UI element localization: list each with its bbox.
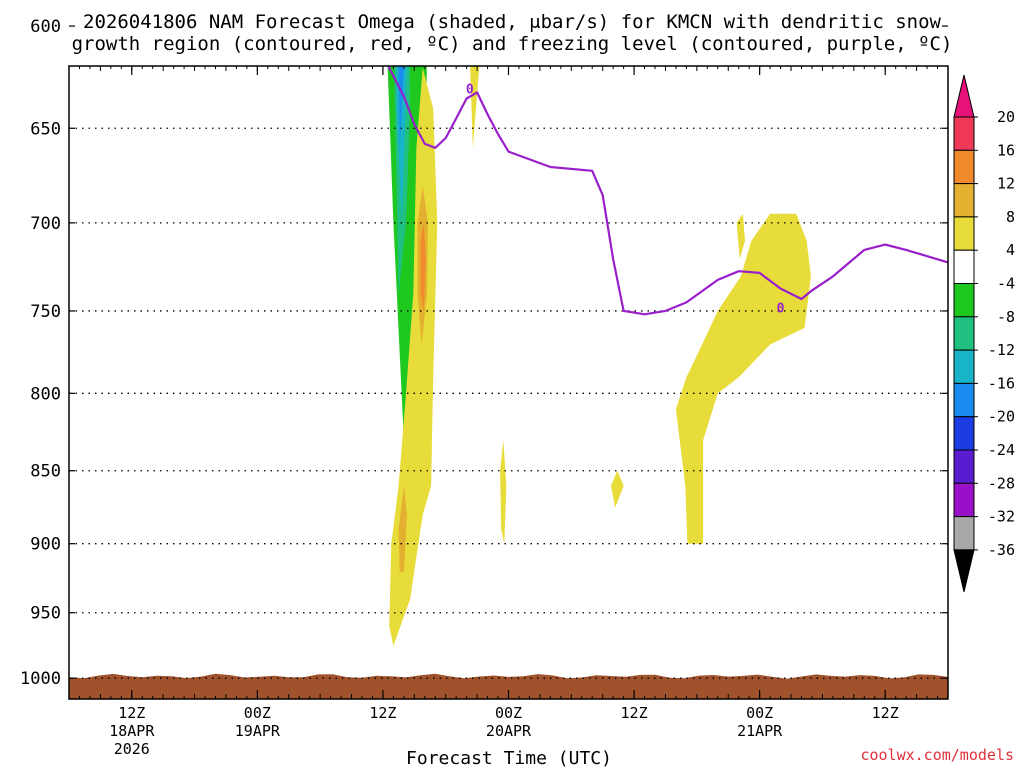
plot-area: -18-18-18-12-12-12000 bbox=[69, 0, 948, 699]
colorbar-label-1: 16 bbox=[997, 141, 1015, 159]
colorbar-label-8: -16 bbox=[988, 374, 1015, 392]
contour-label-0-0: 0 bbox=[253, 45, 261, 60]
colorbar-swatch-5 bbox=[953, 283, 975, 318]
y-tick-label-750: 750 bbox=[30, 302, 61, 322]
omega-area-neg16 bbox=[398, 66, 404, 148]
contour-label-0-1: 0 bbox=[466, 82, 474, 97]
x-tick-label-18: 00Z bbox=[244, 704, 271, 722]
y-tick-label-900: 900 bbox=[30, 535, 61, 555]
x-axis-title: Forecast Time (UTC) bbox=[406, 748, 612, 768]
y-axis: 2503003504004505005506006507007508008509… bbox=[20, 17, 948, 689]
x-date-label-18: 19APR bbox=[235, 722, 281, 740]
y-tick-label-1000: 1000 bbox=[20, 669, 61, 689]
omega-area-12 bbox=[420, 222, 426, 311]
colorbar-label-0: 20 bbox=[997, 108, 1015, 126]
contour-label-0-2: 0 bbox=[777, 302, 785, 317]
x-date-label-6: 18APR bbox=[109, 722, 155, 740]
colorbar-swatch-3 bbox=[953, 216, 975, 251]
x-date-label-42: 20APR bbox=[486, 722, 532, 740]
omega-area-neg20 bbox=[400, 0, 404, 47]
y-tick-label-950: 950 bbox=[30, 604, 61, 624]
omega-area-8 bbox=[398, 485, 407, 572]
colorbar-swatch-9 bbox=[953, 416, 975, 451]
terrain-band bbox=[69, 673, 948, 699]
omega-area-neg4 bbox=[333, 0, 337, 26]
omega-area-4 bbox=[470, 66, 480, 148]
colorbar-swatch-7 bbox=[953, 349, 975, 384]
omega-area-4 bbox=[736, 213, 745, 259]
y-tick-label-600: 600 bbox=[30, 17, 61, 37]
colorbar-bottom-arrow bbox=[953, 549, 975, 593]
source-credit: coolwx.com/models bbox=[860, 746, 1014, 764]
plot-border bbox=[68, 65, 949, 700]
omega-shading bbox=[333, 0, 811, 646]
grid-lines bbox=[69, 127, 948, 679]
chart-title-line1: 2026041806 NAM Forecast Omega (shaded, μ… bbox=[83, 11, 941, 33]
colorbar-swatch-12 bbox=[953, 516, 975, 551]
colorbar-swatch-1 bbox=[953, 149, 975, 185]
omega-area-4 bbox=[675, 213, 811, 544]
colorbar-label-9: -20 bbox=[988, 408, 1015, 426]
colorbar-swatch-2 bbox=[953, 183, 975, 218]
colorbar-label-12: -32 bbox=[988, 508, 1015, 526]
x-tick-label-78: 12Z bbox=[872, 704, 899, 722]
colorbar-top-arrow bbox=[953, 74, 975, 118]
x-tick-label-54: 12Z bbox=[621, 704, 648, 722]
colorbar-swatch-0 bbox=[953, 116, 975, 151]
colorbar-label-10: -24 bbox=[988, 441, 1015, 459]
x-tick-label-66: 00Z bbox=[746, 704, 773, 722]
omega-area-4 bbox=[611, 470, 624, 508]
y-tick-label-650: 650 bbox=[30, 119, 61, 139]
colorbar-swatch-8 bbox=[953, 382, 975, 418]
chart-title-line2: growth region (contoured, red, ºC) and f… bbox=[71, 33, 953, 55]
x-year-label-6: 2026 bbox=[114, 740, 150, 758]
colorbar-label-2: 12 bbox=[997, 175, 1015, 193]
y-tick-label-850: 850 bbox=[30, 462, 61, 482]
omega-area-8 bbox=[473, 0, 479, 47]
x-date-label-66: 21APR bbox=[737, 722, 783, 740]
colorbar-label-11: -28 bbox=[988, 474, 1015, 492]
y-tick-label-800: 800 bbox=[30, 384, 61, 404]
colorbar-label-5: -4 bbox=[997, 275, 1015, 293]
colorbar-swatch-6 bbox=[953, 316, 975, 351]
colorbar-label-4: 4 bbox=[1006, 241, 1015, 259]
x-tick-label-42: 00Z bbox=[495, 704, 522, 722]
contour-line-0 bbox=[387, 66, 948, 316]
colorbar-label-3: 8 bbox=[1006, 208, 1015, 226]
omega-area-neg12 bbox=[396, 66, 408, 223]
colorbar-swatch-11 bbox=[953, 482, 975, 518]
contours: -18-18-18-12-12-12000 bbox=[253, 45, 948, 317]
colorbar-swatch-10 bbox=[953, 449, 975, 484]
omega-area-4 bbox=[500, 440, 507, 544]
x-tick-label-30: 12Z bbox=[369, 704, 396, 722]
colorbar-label-7: -12 bbox=[988, 341, 1015, 359]
x-tick-label-6: 12Z bbox=[118, 704, 145, 722]
colorbar-swatch-4 bbox=[953, 249, 975, 284]
colorbar: 20 16 12 8 4 -4 -8 -12 -16 -20 -24 -28 -32 -36 bbox=[953, 74, 1015, 593]
colorbar-label-6: -8 bbox=[997, 308, 1015, 326]
y-tick-label-700: 700 bbox=[30, 214, 61, 234]
colorbar-label-13: -36 bbox=[988, 541, 1015, 559]
